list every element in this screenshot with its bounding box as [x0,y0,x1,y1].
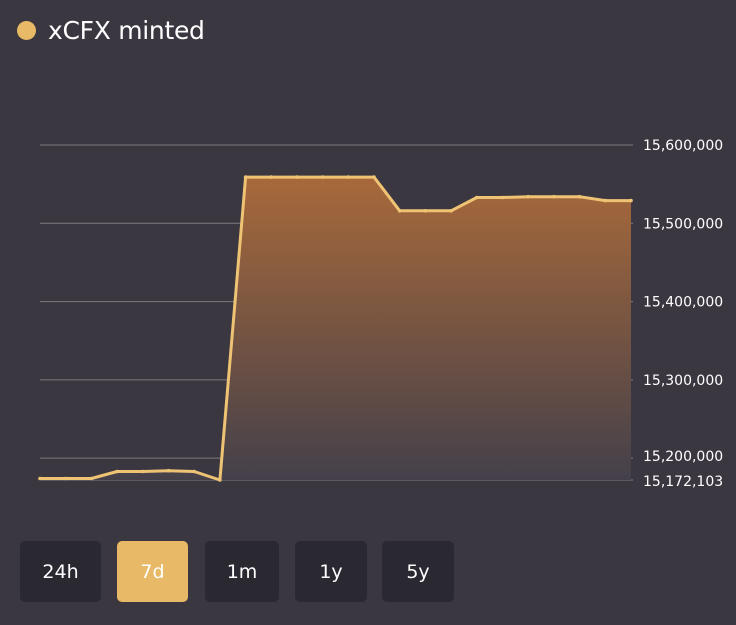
legend-dot-icon [17,20,36,40]
range-button-24h[interactable]: 24h [20,541,101,602]
data-point[interactable] [320,175,325,179]
chart-title: xCFX minted [48,15,205,45]
area-fill-layer [40,177,631,480]
range-button-7d[interactable]: 7d [117,541,188,602]
data-point[interactable] [141,469,145,474]
data-point[interactable] [577,194,582,199]
data-point[interactable] [449,209,453,213]
series-area [40,177,631,480]
chart-header: xCFX minted [17,14,205,46]
data-point[interactable] [295,175,299,179]
data-point[interactable] [38,476,42,481]
data-points-layer [38,175,633,482]
area-chart: 15,172,103 15,200,000 15,300,000 15,400,000… [38,138,723,490]
y-tick-label: 15,172,103 [643,474,723,490]
data-point[interactable] [526,194,530,199]
y-tick-label: 15,600,000 [643,138,723,154]
data-point[interactable] [552,194,556,199]
y-tick-label: 15,500,000 [643,216,723,232]
data-point[interactable] [89,476,94,481]
data-point[interactable] [475,195,479,200]
data-point[interactable] [166,468,171,473]
data-point[interactable] [603,198,608,203]
y-tick-label: 15,400,000 [643,295,723,311]
series-line [40,175,631,482]
range-button-1m[interactable]: 1m [205,541,279,602]
data-point[interactable] [63,476,68,481]
range-button-5y[interactable]: 5y [382,541,454,602]
data-point[interactable] [500,195,505,200]
y-axis-tick-labels: 15,172,103 15,200,000 15,300,000 15,400,000… [643,138,723,490]
data-point[interactable] [629,198,633,203]
y-tick-label: 15,200,000 [643,449,723,465]
data-point[interactable] [397,209,402,213]
range-button-1y[interactable]: 1y [295,541,367,602]
data-point[interactable] [346,175,351,179]
data-point[interactable] [115,469,119,474]
data-point[interactable] [192,469,196,474]
data-point[interactable] [243,175,248,179]
data-point[interactable] [218,478,222,482]
data-point[interactable] [372,175,376,179]
series-line-layer [40,175,631,482]
y-tick-label: 15,300,000 [643,373,723,389]
data-point[interactable] [423,209,428,213]
data-point[interactable] [269,175,274,179]
